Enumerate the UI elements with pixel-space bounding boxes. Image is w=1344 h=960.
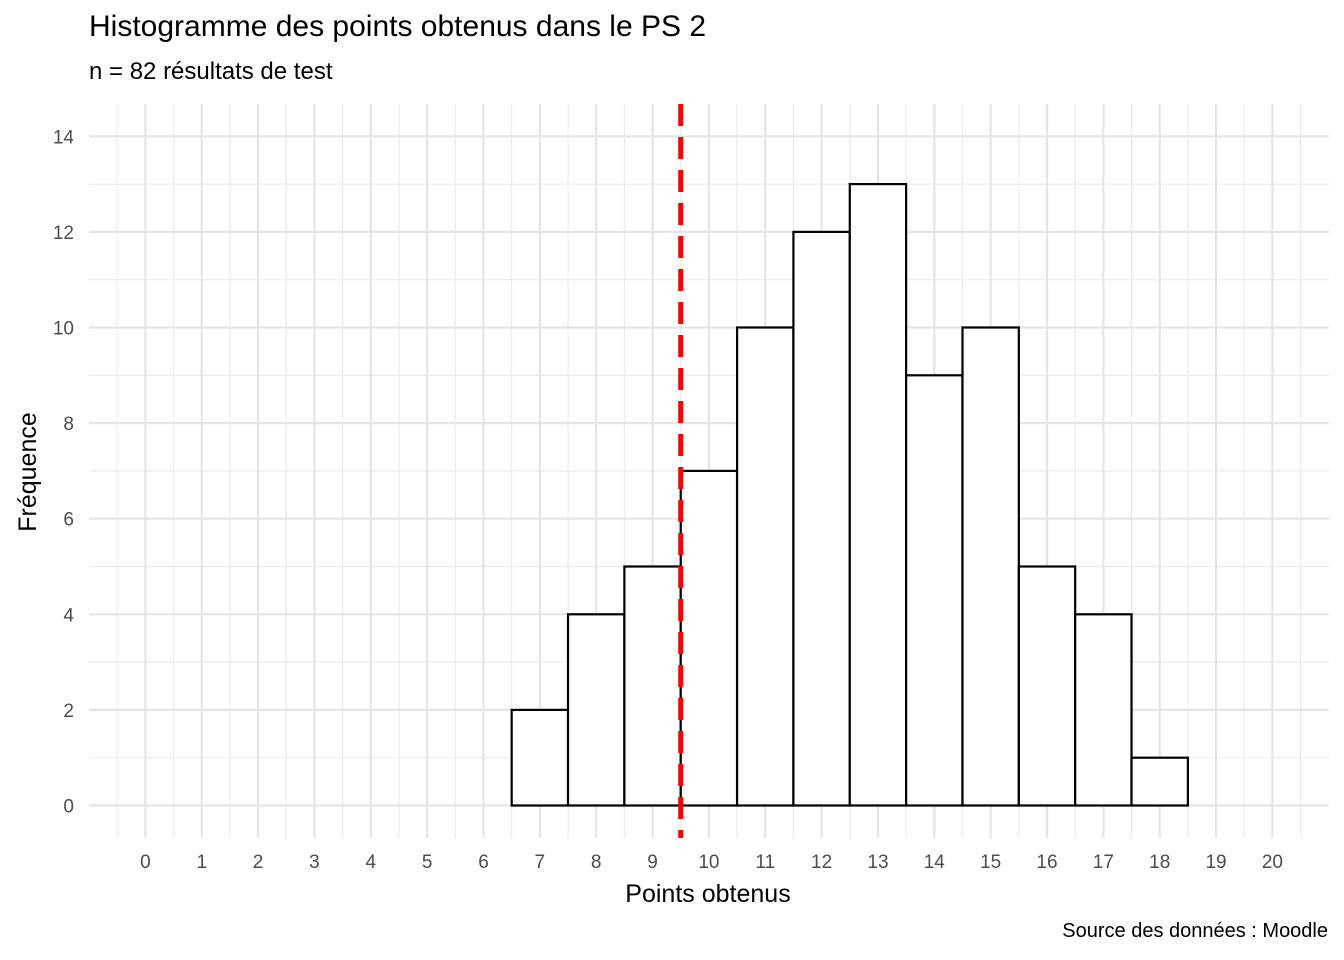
x-tick-label: 15 bbox=[980, 852, 1001, 873]
x-tick-label: 13 bbox=[867, 852, 888, 873]
x-tick-label: 9 bbox=[647, 852, 658, 873]
histogram-bar bbox=[1017, 565, 1077, 807]
y-tick-label: 8 bbox=[63, 414, 74, 435]
histogram-bar bbox=[735, 326, 795, 807]
histogram-bar bbox=[961, 326, 1020, 807]
x-tick-label: 10 bbox=[698, 852, 719, 873]
chart-title: Histogramme des points obtenus dans le P… bbox=[89, 10, 707, 43]
y-tick-label: 2 bbox=[63, 701, 74, 722]
y-tick-label: 4 bbox=[63, 605, 74, 626]
histogram-bar bbox=[792, 230, 851, 807]
x-tick-label: 16 bbox=[1036, 852, 1057, 873]
x-tick-labels: 0 1 2 3 4 5 6 7 8 9 10 11 12 13 14 15 16 17 18 19 20 bbox=[140, 852, 1283, 873]
y-tick-label: 12 bbox=[53, 223, 74, 244]
x-tick-label: 8 bbox=[591, 852, 602, 873]
x-tick-label: 2 bbox=[253, 852, 264, 873]
x-tick-label: 6 bbox=[478, 852, 489, 873]
x-tick-label: 19 bbox=[1205, 852, 1226, 873]
histogram-bar bbox=[623, 565, 682, 807]
y-tick-label: 14 bbox=[53, 127, 75, 148]
x-tick-label: 3 bbox=[309, 852, 320, 873]
histogram-bar bbox=[848, 183, 908, 807]
y-tick-label: 10 bbox=[53, 319, 74, 340]
x-tick-label: 1 bbox=[196, 852, 207, 873]
chart-caption: Source des données : Moodle bbox=[1062, 920, 1328, 942]
x-tick-label: 20 bbox=[1262, 852, 1283, 873]
x-axis-title: Points obtenus bbox=[625, 880, 790, 908]
x-tick-label: 5 bbox=[422, 852, 433, 873]
histogram-bar bbox=[905, 374, 964, 807]
x-tick-label: 4 bbox=[366, 852, 377, 873]
x-tick-label: 18 bbox=[1149, 852, 1170, 873]
bars bbox=[510, 183, 1189, 807]
histogram-bar bbox=[566, 613, 626, 807]
x-tick-label: 7 bbox=[535, 852, 546, 873]
histogram-bar bbox=[1130, 756, 1189, 807]
y-tick-labels: 0 2 4 6 8 10 12 14 bbox=[53, 127, 75, 817]
y-tick-label: 0 bbox=[63, 797, 74, 818]
y-axis-title: Fréquence bbox=[14, 412, 42, 532]
histogram-bar bbox=[1074, 613, 1133, 807]
histogram-bar bbox=[679, 469, 739, 807]
x-tick-label: 14 bbox=[924, 852, 946, 873]
x-tick-label: 12 bbox=[811, 852, 832, 873]
x-tick-label: 11 bbox=[755, 852, 775, 873]
chart-subtitle: n = 82 résultats de test bbox=[89, 58, 333, 85]
histogram-bar bbox=[510, 708, 570, 807]
x-tick-label: 0 bbox=[140, 852, 151, 873]
y-tick-label: 6 bbox=[63, 510, 74, 531]
x-tick-label: 17 bbox=[1093, 852, 1114, 873]
